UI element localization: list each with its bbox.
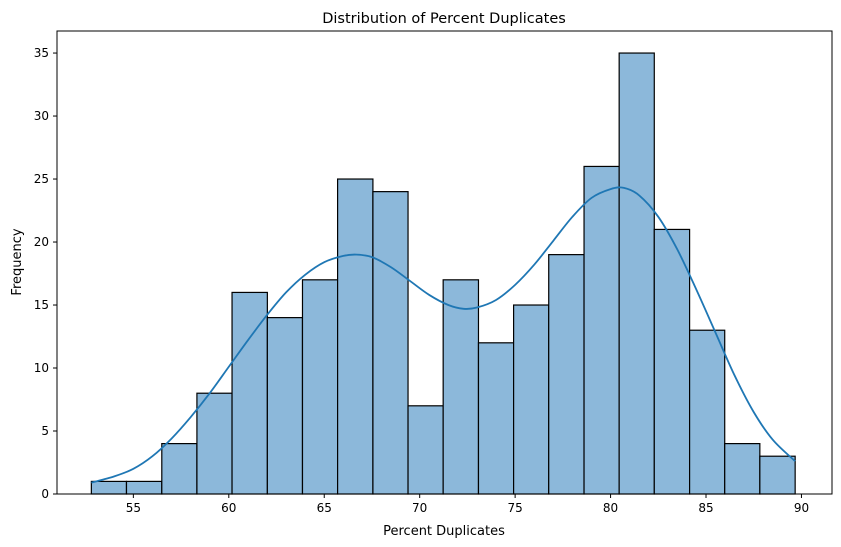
chart-title: Distribution of Percent Duplicates — [322, 11, 566, 27]
plot-frame — [56, 30, 833, 495]
x-tick-label: 60 — [221, 501, 236, 515]
y-tick-label: 20 — [34, 235, 49, 249]
kde-curve — [91, 186, 796, 484]
x-tick-label: 70 — [412, 501, 427, 515]
histogram-bar-16 — [618, 52, 655, 495]
histogram-bar-15 — [583, 165, 620, 495]
histogram-bar-17 — [653, 228, 691, 495]
x-axis-label: Percent Duplicates — [383, 524, 505, 539]
histogram-bar-1 — [90, 480, 128, 495]
y-tick-label: 10 — [34, 361, 49, 375]
histogram-bar-19 — [724, 443, 761, 495]
y-axis-ticks: 0 5 10 15 20 25 30 35 — [34, 46, 57, 501]
y-tick-label: 0 — [41, 487, 49, 501]
histogram-bar-20 — [759, 455, 796, 495]
histogram-bar-8 — [337, 178, 374, 495]
x-tick-label: 90 — [794, 501, 809, 515]
y-tick-label: 5 — [41, 424, 49, 438]
histogram-bar-12 — [477, 342, 515, 495]
histogram-bar-6 — [266, 317, 304, 495]
x-tick-label: 85 — [698, 501, 713, 515]
bars-group — [90, 52, 796, 495]
histogram-bar-3 — [161, 443, 198, 495]
y-tick-label: 15 — [34, 298, 49, 312]
histogram-bar-7 — [301, 279, 339, 495]
y-tick-label: 25 — [34, 172, 49, 186]
histogram-bar-18 — [688, 329, 726, 495]
y-tick-label: 35 — [34, 46, 49, 60]
x-tick-label: 65 — [317, 501, 332, 515]
x-tick-label: 80 — [603, 501, 618, 515]
y-tick-label: 30 — [34, 109, 49, 123]
histogram-bar-9 — [372, 191, 409, 495]
histogram-bar-10 — [407, 405, 444, 495]
x-tick-label: 55 — [126, 501, 141, 515]
histogram-bar-13 — [513, 304, 550, 495]
histogram-bar-14 — [548, 254, 585, 495]
x-tick-label: 75 — [507, 501, 522, 515]
x-axis-ticks: 55 60 65 70 75 80 85 90 — [126, 494, 809, 515]
y-axis-label: Frequency — [10, 228, 25, 295]
histogram-bar-2 — [125, 480, 163, 495]
histogram-bar-4 — [196, 392, 233, 495]
histogram-bar-11 — [442, 279, 480, 495]
